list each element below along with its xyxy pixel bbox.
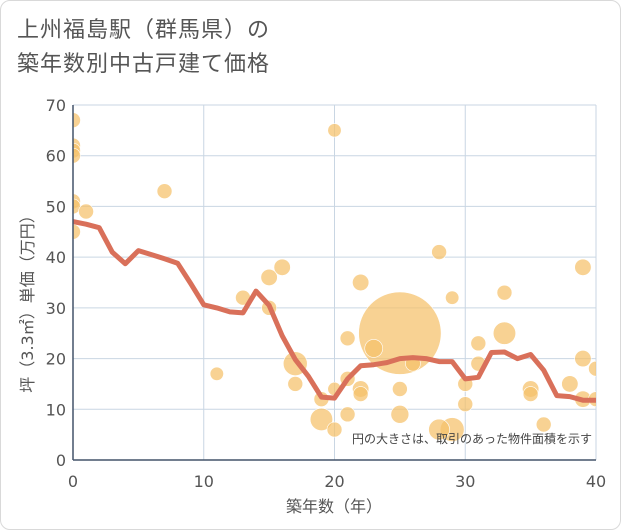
y-tick-label: 60 <box>46 147 66 166</box>
data-bubble <box>535 416 552 433</box>
data-bubble <box>287 376 304 392</box>
data-bubble <box>574 258 592 276</box>
average-price-line <box>73 219 596 403</box>
data-bubble <box>73 147 81 164</box>
data-bubble <box>522 386 539 402</box>
data-bubble <box>73 223 81 240</box>
data-bubble <box>339 330 356 347</box>
x-axis-label: 築年数（年） <box>286 497 382 516</box>
data-bubble <box>457 396 474 413</box>
grid <box>73 104 597 460</box>
data-bubble <box>392 381 408 397</box>
data-bubble <box>561 375 579 393</box>
data-bubble <box>390 405 410 424</box>
data-bubble <box>273 258 291 276</box>
data-bubble <box>156 183 173 200</box>
title-line-2: 築年数別中古戸建て価格 <box>17 52 271 77</box>
data-bubble <box>209 366 224 381</box>
data-bubble <box>428 418 450 441</box>
y-axis-label: 坪（3.3㎡）単価（万円） <box>18 207 37 392</box>
data-bubble <box>309 407 333 431</box>
data-bubble <box>358 291 442 375</box>
axes: 0 10 20 30 40 0 10 20 30 40 50 60 70 <box>46 96 607 491</box>
x-tick-label: 10 <box>194 472 214 491</box>
data-bubble <box>364 339 384 358</box>
x-tick-label: 0 <box>68 472 78 491</box>
data-bubble <box>73 112 81 129</box>
y-tick-label: 50 <box>46 197 66 216</box>
data-bubble <box>492 321 517 345</box>
y-tick-label: 70 <box>46 96 66 115</box>
data-bubble <box>260 268 278 286</box>
y-tick-label: 30 <box>46 299 66 318</box>
data-bubble <box>496 284 513 301</box>
data-bubble <box>352 386 369 402</box>
data-bubble <box>574 350 592 368</box>
x-tick-label: 20 <box>324 472 344 491</box>
data-bubble <box>78 203 94 220</box>
data-bubble <box>445 290 460 305</box>
x-tick-label: 30 <box>455 472 475 491</box>
y-tick-label: 20 <box>46 350 66 369</box>
data-bubble <box>326 421 343 438</box>
chart-title: 上州福島駅（群馬県）の 築年数別中古戸建て価格 <box>17 14 270 82</box>
data-bubble <box>327 123 342 138</box>
data-bubble <box>352 273 370 292</box>
data-bubble <box>431 244 447 260</box>
size-note: 円の大きさは、取引のあった物件面積を示す <box>352 431 592 446</box>
x-tick-label: 40 <box>586 472 606 491</box>
data-bubble <box>588 360 596 377</box>
data-bubble <box>339 406 356 423</box>
title-line-1: 上州福島駅（群馬県）の <box>17 18 271 43</box>
y-tick-label: 10 <box>46 400 66 419</box>
y-tick-label: 0 <box>56 451 66 470</box>
average-line-series <box>73 219 596 403</box>
y-tick-label: 40 <box>46 248 66 267</box>
data-bubble <box>470 335 487 352</box>
